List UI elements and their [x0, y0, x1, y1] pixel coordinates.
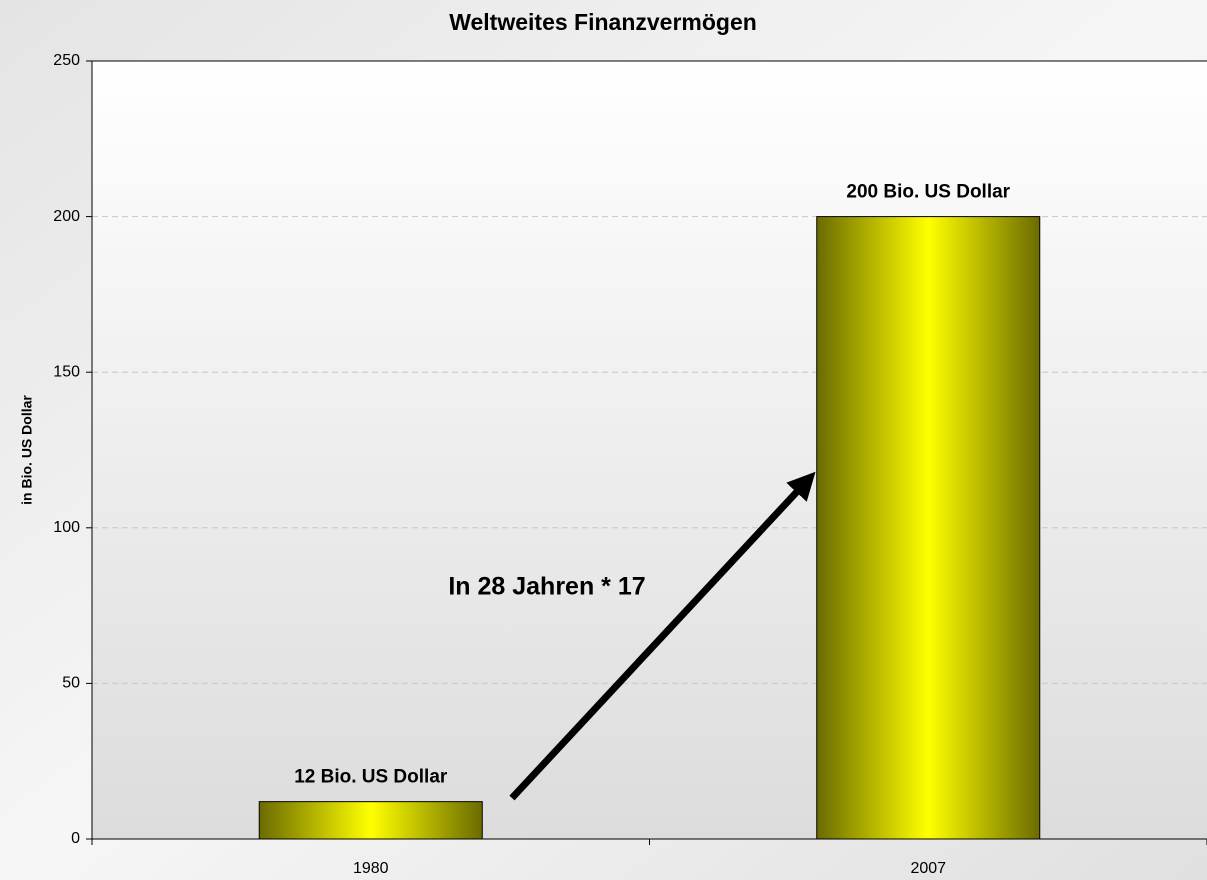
- y-tick-label: 0: [71, 830, 80, 847]
- y-tick-label: 250: [53, 52, 80, 69]
- bar: [816, 216, 1041, 840]
- y-tick-label: 150: [53, 363, 80, 380]
- y-tick-label: 100: [53, 519, 80, 536]
- value-label: 12 Bio. US Dollar: [294, 767, 448, 788]
- y-tick-label: 50: [62, 675, 80, 692]
- x-tick-label: 1980: [353, 860, 389, 877]
- y-tick-label: 200: [53, 208, 80, 225]
- arrow: [509, 471, 816, 801]
- chart-title: Weltweites Finanzvermögen: [449, 9, 757, 35]
- x-tick-label: 2007: [910, 860, 946, 877]
- value-label: 200 Bio. US Dollar: [846, 182, 1010, 203]
- bar: [258, 801, 483, 840]
- y-axis-label: in Bio. US Dollar: [19, 395, 35, 505]
- annotation: In 28 Jahren * 17: [448, 573, 645, 601]
